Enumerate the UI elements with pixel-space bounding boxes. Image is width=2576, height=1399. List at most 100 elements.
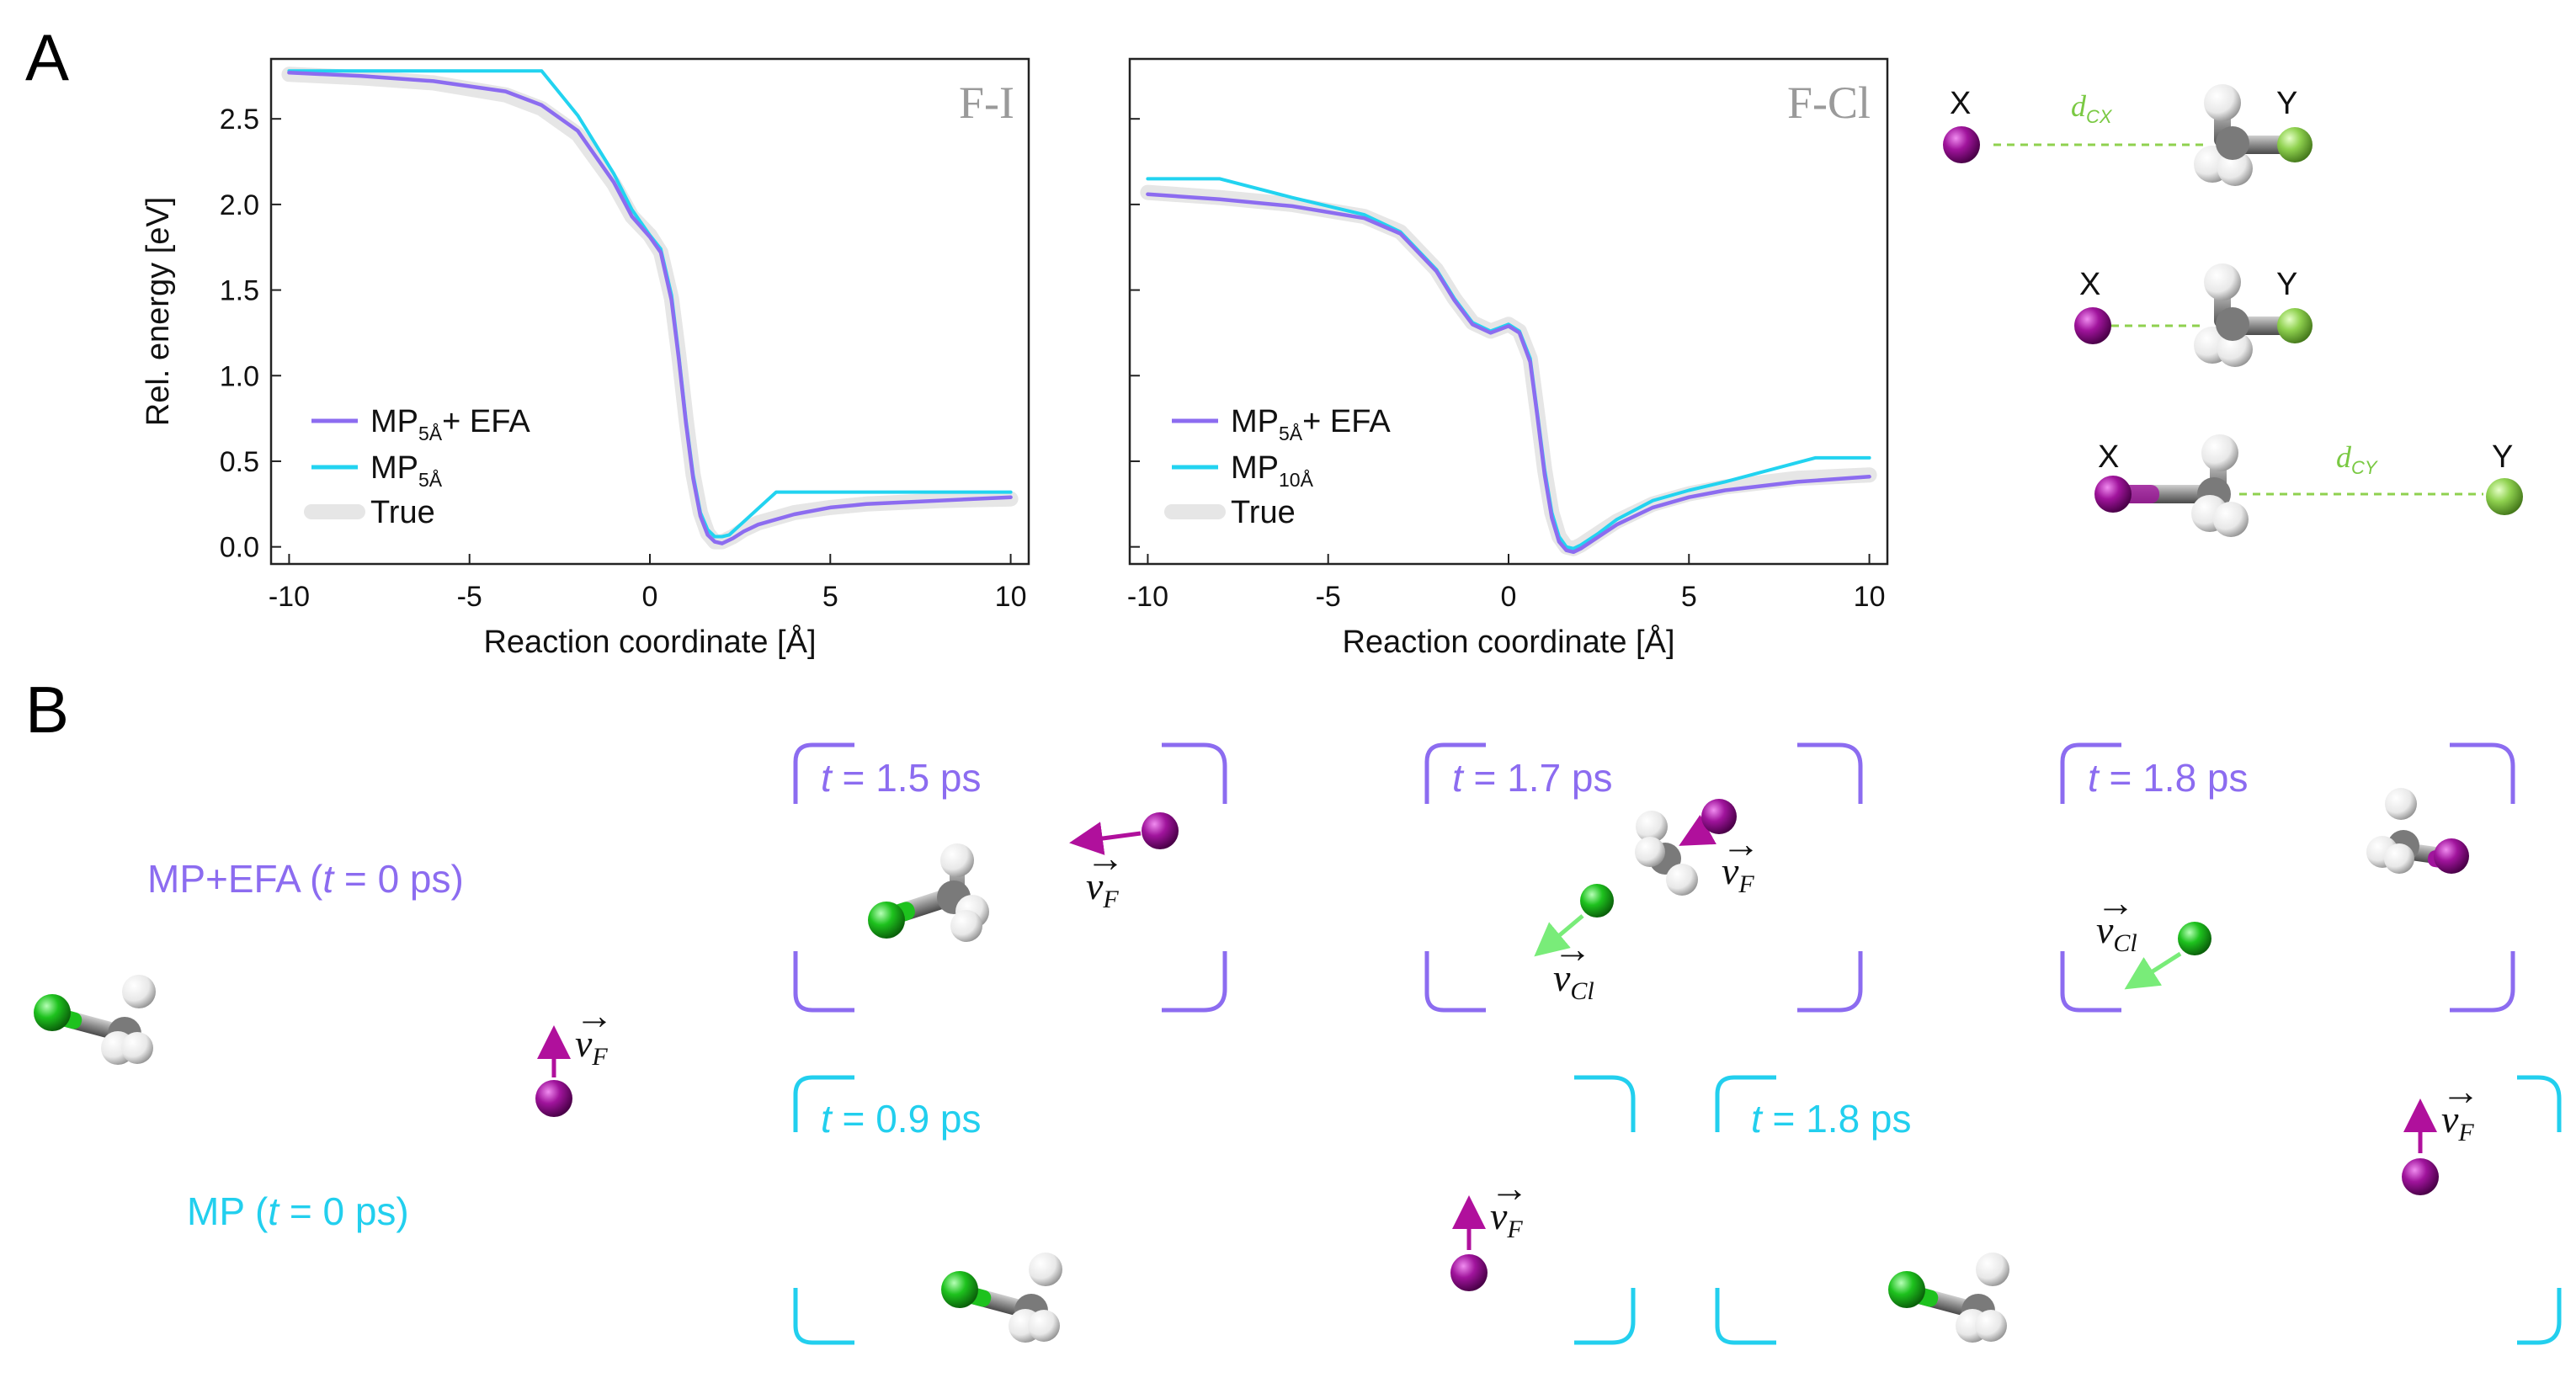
y-tick-label: 2.5 bbox=[220, 104, 259, 136]
y-tick-label: 0.0 bbox=[220, 532, 259, 564]
frame-corner bbox=[1162, 742, 1227, 804]
reaction-schematic: X Y dCX X Y X Y dCY bbox=[1943, 84, 2523, 537]
mp1-cl bbox=[941, 1271, 978, 1308]
mp2-vf-over: → bbox=[2441, 1070, 2480, 1113]
x-tick-label: -10 bbox=[269, 581, 310, 613]
legend-entry-mp-efa: MP5Å+ EFA bbox=[370, 404, 530, 444]
mp-t0-t: t bbox=[268, 1189, 280, 1233]
series-line-mp-efa bbox=[1146, 192, 1871, 555]
frame-corner bbox=[793, 951, 854, 1013]
snap-value: = 0.9 ps bbox=[832, 1097, 982, 1141]
y-tick-label: 1.5 bbox=[220, 275, 259, 307]
schematic-h-2a bbox=[2204, 263, 2241, 301]
snap1-h3 bbox=[950, 910, 982, 942]
series-line-mp bbox=[1146, 177, 1871, 551]
snap3-vcl-sub: Cl bbox=[2113, 929, 2137, 957]
mp-t0-prefix: MP ( bbox=[187, 1189, 269, 1233]
schematic-atom-x-2 bbox=[2074, 307, 2111, 344]
x-tick-label: -10 bbox=[1127, 581, 1168, 613]
init-vf-v: v bbox=[575, 1022, 593, 1065]
legend-mp-efa-suffix: + EFA bbox=[442, 404, 530, 439]
snap3-h3 bbox=[2384, 843, 2414, 874]
snap1-cl bbox=[868, 902, 905, 939]
chart-f-cl-series bbox=[1140, 177, 1877, 556]
schematic-atom-x-1 bbox=[1943, 126, 1980, 163]
snapshot-efa-3: t = 1.8 ps vCl → bbox=[2060, 742, 2515, 1013]
legend-mp-efa-name-2: MP bbox=[1231, 404, 1279, 439]
schematic-x-label-1: X bbox=[1950, 86, 1971, 121]
schematic-h-1a bbox=[2204, 84, 2241, 121]
legend-mp-efa-name: MP bbox=[370, 404, 418, 439]
mp2-h1 bbox=[1976, 1253, 2009, 1286]
mp-efa-t0-prefix: MP+EFA ( bbox=[147, 857, 323, 901]
schematic-c-2 bbox=[2216, 307, 2249, 341]
legend-mp-efa-sub: 5Å bbox=[418, 422, 443, 444]
legend-mp-sub: 5Å bbox=[418, 468, 443, 491]
mp1-h1 bbox=[1029, 1253, 1062, 1286]
snap2-vf-arrow bbox=[1679, 814, 1716, 846]
snap3-vcl-label: vCl bbox=[2096, 908, 2137, 957]
snap2-vcl-arrow bbox=[1534, 914, 1584, 957]
schematic-dcx-sub: CX bbox=[2086, 106, 2113, 127]
frame-corner bbox=[1715, 1288, 1776, 1345]
snapshot-mp-2: t = 1.8 ps vF → bbox=[1715, 1070, 2562, 1345]
y-tick-label: 1.0 bbox=[220, 360, 259, 392]
schematic-dcy-d: d bbox=[2336, 440, 2352, 474]
x-tick-label: 0 bbox=[1501, 581, 1517, 613]
snap-t: t bbox=[821, 1097, 833, 1141]
legend-entry-true-2: True bbox=[1231, 495, 1296, 530]
init-f-velocity-over: → bbox=[575, 994, 614, 1037]
mp1-vf-sub: F bbox=[1506, 1215, 1523, 1243]
mp-efa-t0-t: t bbox=[322, 857, 335, 901]
snap2-f bbox=[1701, 799, 1737, 834]
frame-corner bbox=[2060, 951, 2121, 1013]
init-f-atom bbox=[535, 1080, 572, 1117]
frame-corner bbox=[1424, 951, 1486, 1013]
legend-entry-mp-2: MP10Å bbox=[1231, 450, 1314, 491]
legend-mp-name: MP bbox=[370, 450, 418, 486]
frame-corner bbox=[2517, 1288, 2562, 1345]
snap2-vf-v: v bbox=[1722, 849, 1739, 892]
chart-f-i: -10 -5 0 5 10 0.0 0.5 1.0 1.5 2.0 2.5 F-I Reaction… bbox=[141, 57, 1030, 660]
snapshot-efa-3-time: t = 1.8 ps bbox=[2088, 756, 2249, 800]
schematic-dcx-d: d bbox=[2071, 89, 2087, 123]
x-tick-label: -5 bbox=[1316, 581, 1341, 613]
snapshot-mp-2-time: t = 1.8 ps bbox=[1751, 1097, 1912, 1141]
snap-value: = 1.8 ps bbox=[1762, 1097, 1912, 1141]
mp1-f bbox=[1450, 1254, 1488, 1291]
init-f-velocity-label: vF bbox=[575, 1022, 608, 1071]
legend-mp-efa-suffix-2: + EFA bbox=[1302, 404, 1391, 439]
panel-b: MP+EFA (t = 0 ps) MP (t = 0 ps) vF → t =… bbox=[34, 742, 2562, 1345]
snap1-vf-arrow bbox=[1069, 822, 1142, 855]
chart-f-i-frame bbox=[269, 57, 1030, 566]
snap1-vf-label: vF bbox=[1086, 864, 1119, 913]
x-tick-label: 0 bbox=[642, 581, 658, 613]
mp1-h3 bbox=[1028, 1310, 1060, 1342]
schematic-dcx-label: dCX bbox=[2071, 89, 2113, 127]
frame-corner bbox=[793, 742, 854, 804]
snap-t: t bbox=[1452, 756, 1465, 800]
frame-corner bbox=[2517, 1075, 2562, 1132]
schematic-molecule-1 bbox=[2194, 84, 2313, 186]
mp1-vf-label: vF bbox=[1490, 1194, 1523, 1243]
snap2-h3 bbox=[1666, 864, 1698, 896]
frame-corner bbox=[1162, 951, 1227, 1013]
snap-t: t bbox=[2088, 756, 2100, 800]
mp-efa-t0-value: = 0 ps) bbox=[333, 857, 464, 901]
legend-entry-mp: MP5Å bbox=[370, 450, 443, 491]
schematic-atom-y-3 bbox=[2486, 478, 2523, 515]
schematic-h-1c bbox=[2217, 151, 2253, 186]
schematic-y-label-2: Y bbox=[2276, 267, 2297, 302]
init-vf-sub: F bbox=[591, 1043, 608, 1071]
snap3-vcl-arrow bbox=[2124, 951, 2182, 990]
frame-corner bbox=[1797, 742, 1863, 804]
mp2-f bbox=[2402, 1158, 2439, 1195]
chart-f-cl-legend: MP5Å+ EFA MP10Å True bbox=[1164, 404, 1391, 530]
schematic-h-3c bbox=[2213, 502, 2249, 537]
chart-f-cl-ticks: -10 -5 0 5 10 bbox=[1127, 118, 1885, 613]
snap2-h2 bbox=[1635, 837, 1665, 867]
init-h-1 bbox=[122, 975, 156, 1008]
init-cl bbox=[34, 994, 71, 1031]
snapshot-efa-2: t = 1.7 ps vF → vCl → bbox=[1424, 742, 1863, 1013]
